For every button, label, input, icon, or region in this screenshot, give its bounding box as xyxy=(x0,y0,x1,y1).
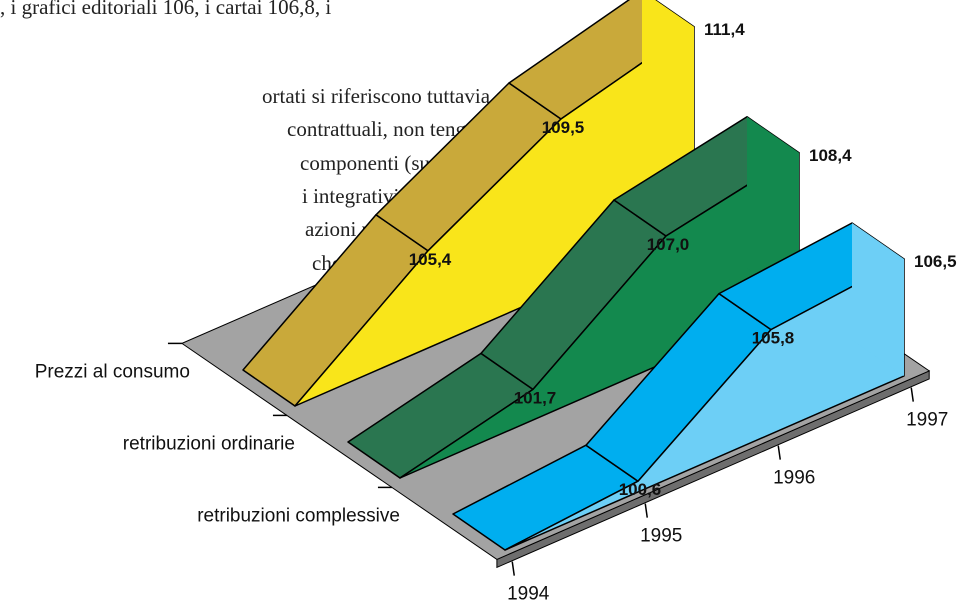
chart: 1994 1995 1996 1997 Prezzi al consumo 105,4 10… xyxy=(35,0,957,605)
value-label: 101,7 xyxy=(514,388,557,407)
legend-label: retribuzioni ordinarie xyxy=(123,433,295,454)
value-label: 105,4 xyxy=(409,250,452,269)
x-tick-label: 1995 xyxy=(640,526,682,547)
value-label: 109,5 xyxy=(542,118,585,137)
value-label: 100,6 xyxy=(619,480,662,499)
value-label: 106,5 xyxy=(914,252,957,271)
value-label: 111,4 xyxy=(704,20,745,39)
x-tick xyxy=(511,561,515,576)
value-label: 108,4 xyxy=(809,146,852,165)
legend-label: Prezzi al consumo xyxy=(35,361,190,382)
text-line: , i grafici editoriali 106, i cartai 106… xyxy=(0,0,331,19)
ribbon-end xyxy=(852,223,904,376)
value-label: 107,0 xyxy=(647,235,690,254)
x-tick-label: 1997 xyxy=(906,410,948,431)
legend-label: retribuzioni complessive xyxy=(197,505,400,526)
x-tick-label: 1994 xyxy=(507,584,550,605)
text-line: ortati si riferiscono tuttavia alle xyxy=(262,84,526,108)
x-tick xyxy=(910,387,914,402)
value-label: 105,8 xyxy=(752,329,795,348)
ribbon-front xyxy=(504,258,905,551)
x-tick xyxy=(644,503,648,518)
x-tick-label: 1996 xyxy=(773,468,815,489)
x-tick xyxy=(777,445,781,460)
